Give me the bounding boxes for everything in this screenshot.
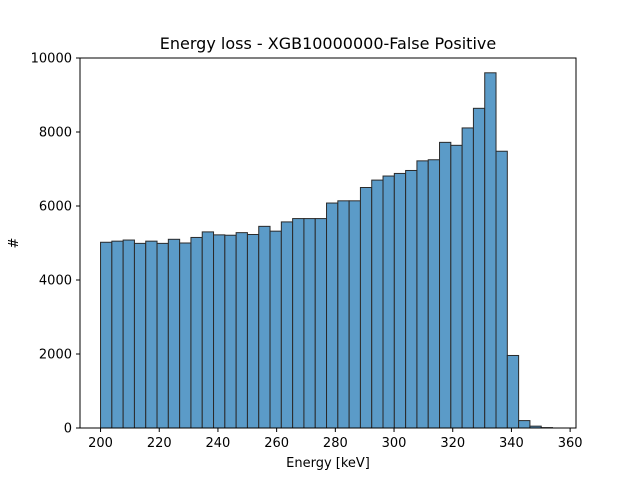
histogram-bar — [168, 239, 179, 428]
histogram-bar — [327, 203, 338, 428]
histogram-bar — [462, 128, 473, 428]
histogram-bar — [304, 219, 315, 428]
histogram-bar — [507, 355, 518, 428]
y-tick-label: 10000 — [31, 52, 72, 67]
histogram-bar — [123, 240, 134, 428]
histogram-bar — [406, 170, 417, 428]
x-tick-label: 240 — [206, 436, 231, 451]
histogram-bar — [112, 241, 123, 428]
histogram-bar — [428, 160, 439, 428]
histogram-bar — [146, 241, 157, 428]
histogram-bar — [349, 201, 360, 428]
histogram-bar — [157, 243, 168, 428]
histogram-bar — [281, 222, 292, 428]
x-tick-label: 220 — [147, 436, 172, 451]
y-tick-label: 8000 — [39, 126, 72, 141]
histogram-bar — [247, 234, 258, 428]
histogram-bar — [214, 235, 225, 428]
x-tick-label: 340 — [499, 436, 524, 451]
histogram-bar — [440, 142, 451, 428]
histogram-bar — [315, 219, 326, 428]
histogram-bar — [101, 242, 112, 428]
x-tick-label: 260 — [264, 436, 289, 451]
x-tick-label: 320 — [440, 436, 465, 451]
y-tick-label: 4000 — [39, 274, 72, 289]
x-tick-label: 200 — [88, 436, 113, 451]
histogram-bar — [225, 235, 236, 428]
histogram-bar — [293, 219, 304, 428]
chart-title: Energy loss - XGB10000000-False Positive — [160, 34, 496, 53]
histogram-bar — [383, 176, 394, 428]
histogram-bar — [372, 180, 383, 428]
histogram-bar — [338, 201, 349, 428]
histogram-bar — [134, 243, 145, 428]
histogram-bar — [519, 421, 530, 428]
histogram-bar — [473, 108, 484, 428]
histogram-bar — [180, 243, 191, 428]
x-tick-label: 360 — [558, 436, 583, 451]
x-tick-label: 300 — [382, 436, 407, 451]
histogram-bar — [417, 161, 428, 428]
x-tick-label: 280 — [323, 436, 348, 451]
histogram-bar — [360, 188, 371, 429]
histogram-bar — [191, 237, 202, 428]
y-tick-label: 2000 — [39, 348, 72, 363]
x-axis-label: Energy [keV] — [286, 456, 370, 471]
histogram-bar — [485, 73, 496, 428]
histogram-bar — [394, 173, 405, 428]
histogram-bar — [236, 233, 247, 428]
histogram-bar — [202, 232, 213, 428]
histogram-bar — [451, 145, 462, 428]
y-axis-label: # — [7, 238, 22, 249]
y-tick-label: 6000 — [39, 200, 72, 215]
histogram-bar — [496, 151, 507, 428]
histogram-bar — [270, 231, 281, 428]
y-tick-label: 0 — [64, 422, 72, 437]
histogram-bar — [259, 226, 270, 428]
